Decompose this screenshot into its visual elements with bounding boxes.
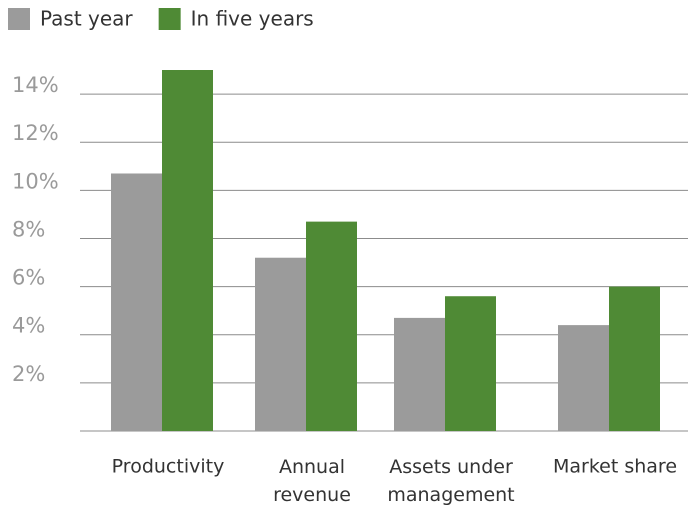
- legend-label: Past year: [40, 7, 133, 31]
- legend-swatch: [158, 8, 181, 30]
- y-tick-label: 2%: [12, 362, 45, 386]
- bar: [445, 296, 496, 431]
- y-tick-label: 12%: [12, 121, 59, 145]
- legend-swatch: [8, 8, 30, 30]
- bar: [111, 173, 162, 431]
- bar: [609, 286, 660, 431]
- y-tick-label: 8%: [12, 217, 45, 241]
- y-tick-label: 10%: [12, 169, 59, 193]
- bar: [162, 70, 213, 431]
- y-tick-label: 6%: [12, 266, 45, 290]
- x-tick-label: Assets under management: [387, 456, 514, 506]
- x-tick-label: Market share: [553, 456, 677, 478]
- x-tick-label: Annual revenue: [273, 456, 351, 506]
- bar: [255, 257, 306, 431]
- bar: [558, 325, 609, 431]
- x-tick-label: Productivity: [112, 456, 225, 478]
- bar: [306, 221, 357, 431]
- y-tick-label: 4%: [12, 314, 45, 338]
- bar: [394, 317, 445, 431]
- y-tick-label: 14%: [12, 73, 59, 97]
- legend-label: In five years: [191, 7, 314, 31]
